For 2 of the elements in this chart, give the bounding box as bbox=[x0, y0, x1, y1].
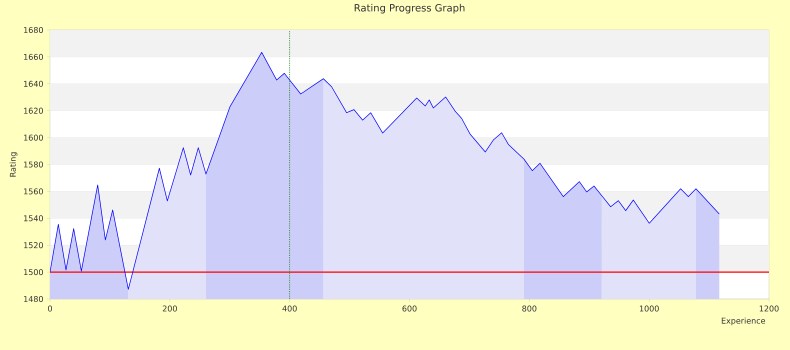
line-series bbox=[50, 52, 720, 290]
chart-title: Rating Progress Graph bbox=[354, 4, 464, 14]
